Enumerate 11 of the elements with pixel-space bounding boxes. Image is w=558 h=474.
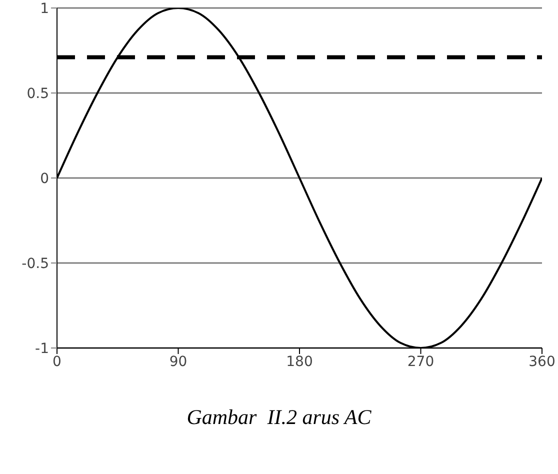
x-tick-label: 270 [407, 354, 434, 370]
x-tick-label: 360 [528, 354, 556, 370]
y-tick-label: -0.5 [22, 256, 49, 272]
y-tick-label: 1 [40, 0, 49, 17]
text: Gambar II.2 arus AC [186, 405, 372, 430]
y-tick-label: 0.5 [26, 86, 49, 102]
y-tick-label: -1 [35, 340, 49, 357]
x-tick-label: 0 [52, 354, 62, 370]
x-tick-label: 180 [286, 354, 313, 370]
y-tick-label: 0 [40, 170, 49, 187]
x-tick-label: 90 [169, 354, 188, 370]
